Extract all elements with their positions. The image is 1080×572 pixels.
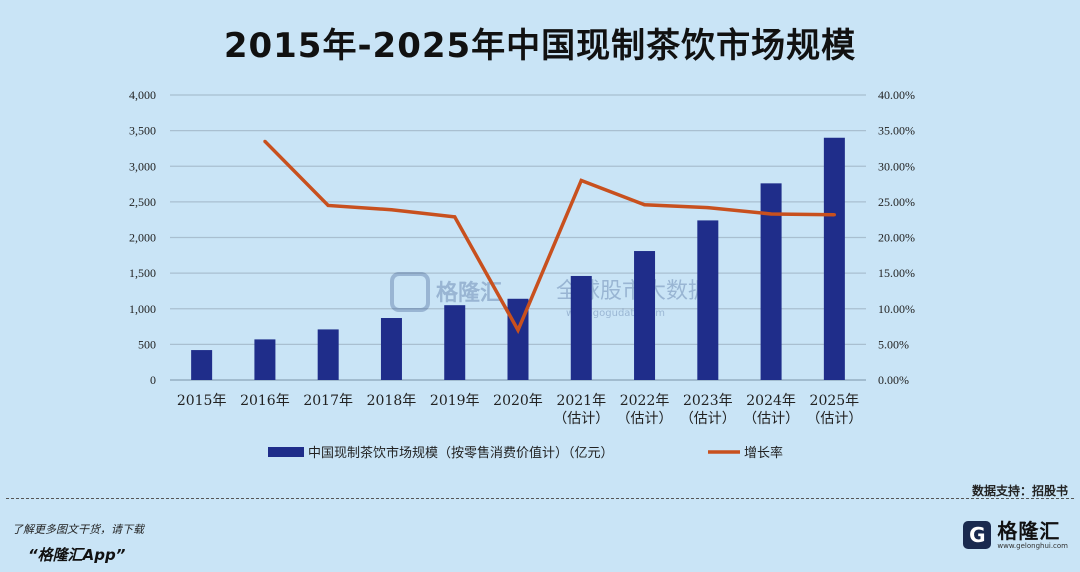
x-tick-label: 2022年 — [620, 393, 670, 409]
bar — [380, 318, 402, 380]
right-tick-label: 10.00% — [878, 302, 915, 316]
left-tick-label: 4,000 — [129, 88, 156, 102]
x-tick-label: 2016年 — [240, 393, 290, 409]
right-tick-label: 5.00% — [878, 337, 909, 351]
bar — [823, 137, 845, 380]
x-axis-labels: 2015年 2016年 2017年 2018年 2019年 2020年 2021年 （估计） 2… — [177, 393, 863, 427]
right-tick-label: 25.00% — [878, 195, 915, 209]
right-tick-label: 40.00% — [878, 88, 915, 102]
x-tick-label: 2024年 — [746, 393, 796, 409]
brand-logo-icon: G — [963, 521, 992, 549]
left-tick-label: 0 — [150, 373, 156, 387]
watermark-logo-icon — [390, 272, 430, 312]
promo-text: 了解更多图文干货，请下载 — [12, 523, 144, 536]
promo-app-name: “格隆汇App” — [28, 546, 126, 564]
divider — [6, 498, 1074, 499]
x-tick-label: （估计） — [553, 411, 609, 427]
bar — [254, 339, 276, 380]
brand-name: 格隆汇 — [997, 519, 1061, 543]
right-tick-label: 15.00% — [878, 266, 915, 280]
bar-series — [191, 137, 845, 380]
x-tick-label: 2019年 — [430, 393, 480, 409]
left-tick-label: 3,500 — [129, 124, 156, 138]
data-source: 数据支持：招股书 — [971, 484, 1068, 498]
left-tick-label: 1,000 — [129, 302, 156, 316]
chart-title: 2015年-2025年中国现制茶饮市场规模 — [223, 26, 857, 66]
legend-bar-swatch — [268, 447, 304, 457]
legend-line-label: 增长率 — [744, 445, 783, 461]
brand-url: www.gelonghui.com — [997, 542, 1068, 550]
legend: 中国现制茶饮市场规模（按零售消费价值计）（亿元） 增长率 — [268, 445, 783, 461]
bar — [634, 251, 656, 380]
left-axis-ticks: 0 500 1,000 1,500 2,000 2,500 3,000 3,500 4,000 — [129, 88, 156, 387]
brand-logo-block: G 格隆汇 www.gelonghui.com — [963, 520, 1068, 550]
line-point — [832, 213, 836, 217]
line-point — [263, 139, 267, 143]
x-tick-label: （估计） — [743, 411, 799, 427]
growth-rate-line — [263, 140, 835, 335]
x-tick-label: 2018年 — [367, 393, 417, 409]
x-tick-label: 2023年 — [683, 393, 733, 409]
line-point — [389, 208, 394, 212]
left-tick-label: 1,500 — [129, 266, 156, 280]
left-tick-label: 2,500 — [129, 195, 156, 209]
bar — [191, 350, 213, 380]
watermark-url: www.gogudata.com — [566, 308, 665, 319]
x-tick-label: 2015年 — [177, 393, 227, 409]
legend-bar-label: 中国现制茶饮市场规模（按零售消费价值计）（亿元） — [308, 445, 614, 461]
left-tick-label: 500 — [138, 337, 156, 351]
x-tick-label: 2021年 — [556, 393, 606, 409]
line-point — [706, 205, 710, 210]
right-tick-label: 35.00% — [878, 124, 915, 138]
line-series — [263, 139, 836, 335]
x-tick-label: （估计） — [680, 411, 736, 427]
line-point — [769, 212, 773, 216]
x-tick-label: 2017年 — [303, 393, 353, 409]
x-tick-label: （估计） — [617, 411, 673, 427]
left-tick-label: 3,000 — [129, 159, 156, 173]
right-axis-ticks: 0.00% 5.00% 10.00% 15.00% 20.00% 25.00% 30.00%… — [878, 88, 915, 387]
right-tick-label: 0.00% — [878, 373, 909, 387]
bar — [570, 275, 592, 380]
x-tick-label: 2025年 — [810, 393, 860, 409]
x-tick-label: （估计） — [806, 411, 862, 427]
bar — [444, 305, 466, 380]
bar — [317, 329, 339, 380]
bar — [760, 183, 782, 380]
chart: 05001,0001,5002,0002,5003,0003,5004,000 … — [129, 88, 915, 461]
line-point — [453, 215, 457, 219]
right-tick-label: 30.00% — [878, 159, 915, 173]
bar — [697, 220, 719, 380]
right-tick-label: 20.00% — [878, 231, 915, 245]
line-point — [579, 178, 583, 183]
x-tick-label: 2020年 — [493, 393, 543, 409]
line-point — [326, 203, 330, 208]
line-point — [516, 328, 520, 332]
line-point — [642, 203, 647, 207]
left-tick-label: 2,000 — [129, 231, 156, 245]
